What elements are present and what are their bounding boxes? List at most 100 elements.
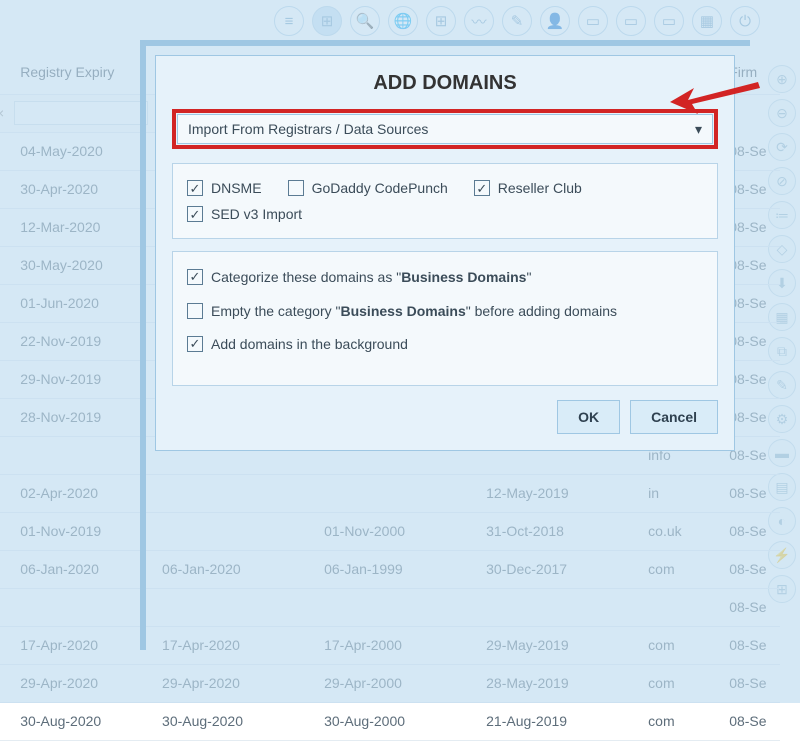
table-cell: 29-May-2019: [476, 626, 638, 664]
toolbar-icon[interactable]: ⊞: [312, 6, 342, 36]
table-row[interactable]: 17-Apr-202017-Apr-202017-Apr-200029-May-…: [0, 626, 780, 664]
table-cell: 29-Apr-2020: [10, 664, 152, 702]
toolbar-icon[interactable]: ▦: [692, 6, 722, 36]
table-cell: 22-Nov-2019: [10, 322, 152, 360]
toolbar-icon[interactable]: 〰: [464, 6, 494, 36]
import-select-highlight: Import From Registrars / Data Sources ▾: [172, 109, 718, 149]
table-cell: 28-Nov-2019: [10, 398, 152, 436]
toolbar-icon[interactable]: 👤: [540, 6, 570, 36]
table-cell: 12-Mar-2020: [10, 208, 152, 246]
table-cell: 17-Apr-2020: [152, 626, 314, 664]
source-checkbox[interactable]: ✓ Reseller Club: [474, 180, 582, 196]
toolbar-icon[interactable]: ▭: [616, 6, 646, 36]
source-label: SED v3 Import: [211, 206, 302, 222]
toolbar-icon[interactable]: ▭: [578, 6, 608, 36]
table-cell: 01-Nov-2019: [10, 512, 152, 550]
table-cell: [476, 588, 638, 626]
table-cell: 06-Jan-1999: [314, 550, 476, 588]
source-label: GoDaddy CodePunch: [312, 180, 448, 196]
sources-row: ✓DNSME GoDaddy CodePunch ✓ Reseller Club ✓SE…: [187, 180, 703, 222]
option-checkbox[interactable]: ✓ Add domains in the background: [187, 335, 703, 355]
table-header[interactable]: Registry Expiry: [10, 50, 152, 94]
table-cell: 28-May-2019: [476, 664, 638, 702]
source-checkbox[interactable]: GoDaddy CodePunch: [288, 180, 448, 196]
checkbox-icon: [187, 303, 203, 319]
toolbar-icon[interactable]: ⊞: [426, 6, 456, 36]
table-cell: [152, 474, 314, 512]
toolbar-icon[interactable]: ▭: [654, 6, 684, 36]
modal-buttons: OK Cancel: [172, 400, 718, 434]
table-cell: com: [638, 550, 719, 588]
table-cell: in: [638, 474, 719, 512]
source-checkbox[interactable]: ✓DNSME: [187, 180, 262, 196]
table-cell: 29-Nov-2019: [10, 360, 152, 398]
table-cell: com: [638, 664, 719, 702]
table-cell: 08-Se: [719, 664, 780, 702]
table-cell: 12-May-2019: [476, 474, 638, 512]
checkbox-icon: ✓: [474, 180, 490, 196]
table-cell: 30-Aug-2000: [314, 702, 476, 740]
table-cell: [10, 588, 152, 626]
options-panel: ✓ Categorize these domains as "Business D…: [172, 251, 718, 386]
toolbar-icon[interactable]: ✎: [502, 6, 532, 36]
table-row[interactable]: 06-Jan-202006-Jan-202006-Jan-199930-Dec-…: [0, 550, 780, 588]
option-label: Add domains in the background: [211, 335, 408, 355]
table-cell: 08-Se: [719, 550, 780, 588]
toolbar-icon[interactable]: ⏻: [730, 6, 760, 36]
table-cell: co.uk: [638, 512, 719, 550]
add-domains-modal: ADD DOMAINS Import From Registrars / Dat…: [155, 55, 735, 451]
import-select[interactable]: Import From Registrars / Data Sources ▾: [177, 114, 713, 144]
table-cell: com: [638, 702, 719, 740]
clear-filter-icon[interactable]: ×: [0, 94, 10, 132]
source-label: DNSME: [211, 180, 262, 196]
table-cell: 08-Se: [719, 626, 780, 664]
checkbox-icon: [288, 180, 304, 196]
table-cell: 31-Oct-2018: [476, 512, 638, 550]
toolbar-icon[interactable]: 🌐: [388, 6, 418, 36]
table-cell: 17-Apr-2020: [10, 626, 152, 664]
table-row[interactable]: 29-Apr-202029-Apr-202029-Apr-200028-May-…: [0, 664, 780, 702]
table-row[interactable]: 02-Apr-202012-May-2019in08-Se: [0, 474, 780, 512]
table-cell: [314, 588, 476, 626]
cancel-button[interactable]: Cancel: [630, 400, 718, 434]
table-row[interactable]: 08-Se: [0, 588, 780, 626]
sources-panel: ✓DNSME GoDaddy CodePunch ✓ Reseller Club ✓SE…: [172, 163, 718, 239]
table-cell: 30-Dec-2017: [476, 550, 638, 588]
table-cell: 30-Aug-2020: [10, 702, 152, 740]
table-cell: 17-Apr-2000: [314, 626, 476, 664]
filter-input[interactable]: [14, 101, 148, 125]
option-checkbox[interactable]: Empty the category "Business Domains" be…: [187, 302, 703, 322]
source-checkbox[interactable]: ✓SED v3 Import: [187, 206, 302, 222]
table-cell: 04-May-2020: [10, 132, 152, 170]
ok-button[interactable]: OK: [557, 400, 620, 434]
checkbox-icon: ✓: [187, 269, 203, 285]
table-cell: 08-Se: [719, 702, 780, 740]
table-cell: 30-Apr-2020: [10, 170, 152, 208]
table-cell: [152, 512, 314, 550]
table-cell: 30-Aug-2020: [152, 702, 314, 740]
import-select-label: Import From Registrars / Data Sources: [188, 121, 428, 137]
table-row[interactable]: 01-Nov-201901-Nov-200031-Oct-2018co.uk08…: [0, 512, 780, 550]
table-cell: 30-May-2020: [10, 246, 152, 284]
table-cell: 08-Se: [719, 588, 780, 626]
table-cell: 29-Apr-2000: [314, 664, 476, 702]
table-row[interactable]: 30-Aug-202030-Aug-202030-Aug-200021-Aug-…: [0, 702, 780, 740]
top-toolbar: ≡ ⊞ 🔍 🌐 ⊞ 〰 ✎ 👤 ▭ ▭ ▭ ▦ ⏻: [274, 6, 760, 36]
source-label: Reseller Club: [498, 180, 582, 196]
table-cell: 21-Aug-2019: [476, 702, 638, 740]
option-checkbox[interactable]: ✓ Categorize these domains as "Business D…: [187, 268, 703, 288]
toolbar-icon[interactable]: ≡: [274, 6, 304, 36]
table-cell: 06-Jan-2020: [152, 550, 314, 588]
table-cell: com: [638, 626, 719, 664]
table-cell: 08-Se: [719, 474, 780, 512]
chevron-down-icon: ▾: [695, 121, 702, 138]
option-label: Categorize these domains as "Business Do…: [211, 268, 531, 288]
table-cell: [10, 436, 152, 474]
checkbox-icon: ✓: [187, 336, 203, 352]
table-cell: 01-Jun-2020: [10, 284, 152, 322]
table-cell: [638, 588, 719, 626]
table-cell: 01-Nov-2000: [314, 512, 476, 550]
modal-title: ADD DOMAINS: [172, 72, 718, 95]
table-cell: [314, 474, 476, 512]
toolbar-icon[interactable]: 🔍: [350, 6, 380, 36]
